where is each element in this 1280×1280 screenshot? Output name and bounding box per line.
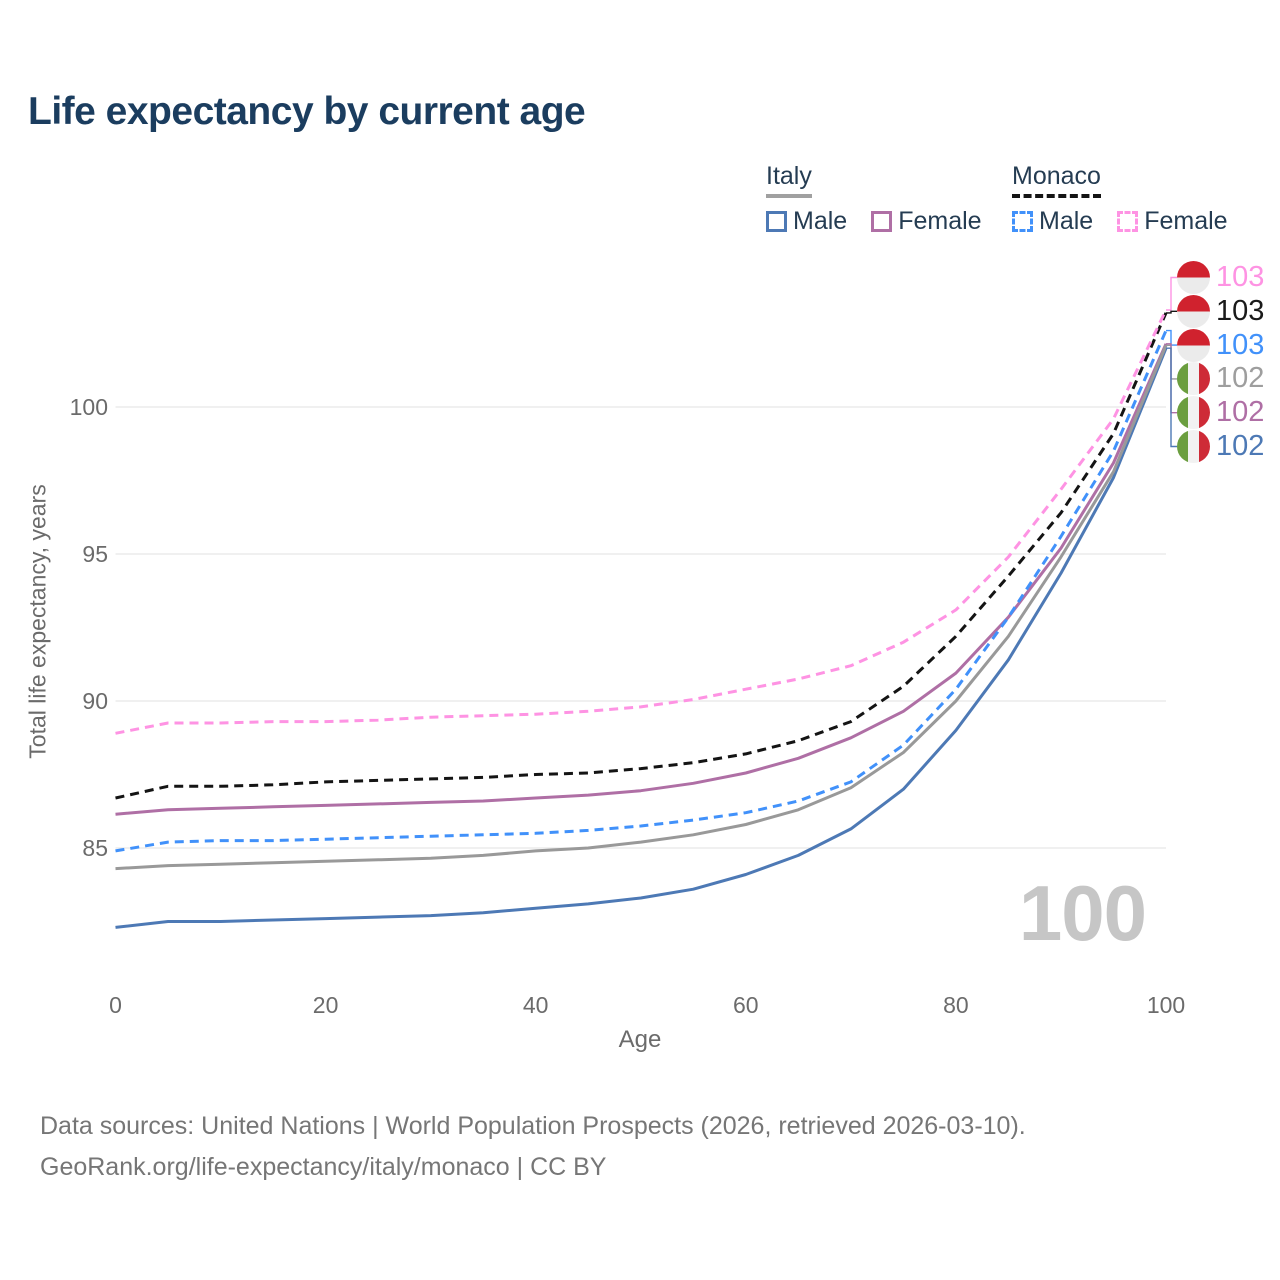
legend-group-monaco: Monaco Male Female: [1012, 162, 1246, 236]
legend-monaco-header: Monaco: [1012, 162, 1101, 198]
italy-flag-icon: [1177, 430, 1210, 463]
end-value: 103: [1216, 294, 1265, 327]
italy-flag-icon: [1177, 362, 1210, 396]
legend-label-italy-male: Male: [793, 207, 848, 235]
x-tick-label: 0: [109, 992, 122, 1018]
legend-swatch-italy-male: [766, 211, 787, 232]
monaco-flag-icon: [1177, 328, 1210, 362]
x-tick-label: 60: [733, 992, 759, 1018]
x-tick-label: 40: [522, 992, 549, 1018]
x-tick-label: 100: [1146, 992, 1186, 1018]
end-value: 102: [1216, 362, 1265, 395]
end-value: 102: [1216, 396, 1265, 429]
y-axis-title: Total life expectancy, years: [24, 484, 51, 759]
end-value: 102: [1216, 430, 1265, 462]
license-line: GeoRank.org/life-expectancy/italy/monaco…: [40, 1153, 607, 1182]
y-tick-label: 100: [69, 394, 108, 420]
monaco-flag-icon: [1177, 294, 1210, 328]
end-label-italy-female: 102: [1177, 396, 1264, 430]
end-label-italy-both: 102: [1177, 362, 1264, 396]
legend-swatch-monaco-female: [1117, 211, 1139, 232]
end-value: 103: [1216, 328, 1265, 361]
data-sources-line: Data sources: United Nations | World Pop…: [40, 1112, 1026, 1140]
end-label-monaco-female: 103: [1177, 261, 1264, 295]
end-label-monaco-male: 103: [1177, 328, 1264, 362]
end-label-monaco-both: 103: [1177, 294, 1264, 328]
end-label-italy-male: 102: [1177, 430, 1264, 464]
watermark-age: 100: [1018, 869, 1147, 957]
x-axis-title: Age: [618, 1026, 662, 1053]
legend-swatch-italy-female: [871, 211, 893, 232]
x-tick-label: 80: [943, 992, 969, 1018]
monaco-flag-icon: [1177, 261, 1210, 294]
end-value: 103: [1216, 261, 1265, 293]
italy-flag-icon: [1177, 396, 1210, 430]
legend-label-monaco-male: Male: [1039, 207, 1094, 235]
legend-label-italy-female: Female: [898, 207, 982, 235]
legend-group-italy: Italy Male Female: [766, 162, 1000, 236]
page-title: Life expectancy by current age: [28, 90, 586, 133]
footer-attribution: Data sources: United Nations | World Pop…: [40, 1106, 1026, 1189]
legend-label-monaco-female: Female: [1144, 207, 1228, 235]
legend-italy-header: Italy: [766, 162, 812, 198]
legend-swatch-monaco-male: [1012, 211, 1033, 232]
y-tick-label: 90: [82, 688, 108, 714]
x-tick-label: 20: [312, 992, 339, 1018]
y-tick-label: 85: [82, 835, 108, 861]
y-tick-label: 95: [82, 541, 108, 567]
